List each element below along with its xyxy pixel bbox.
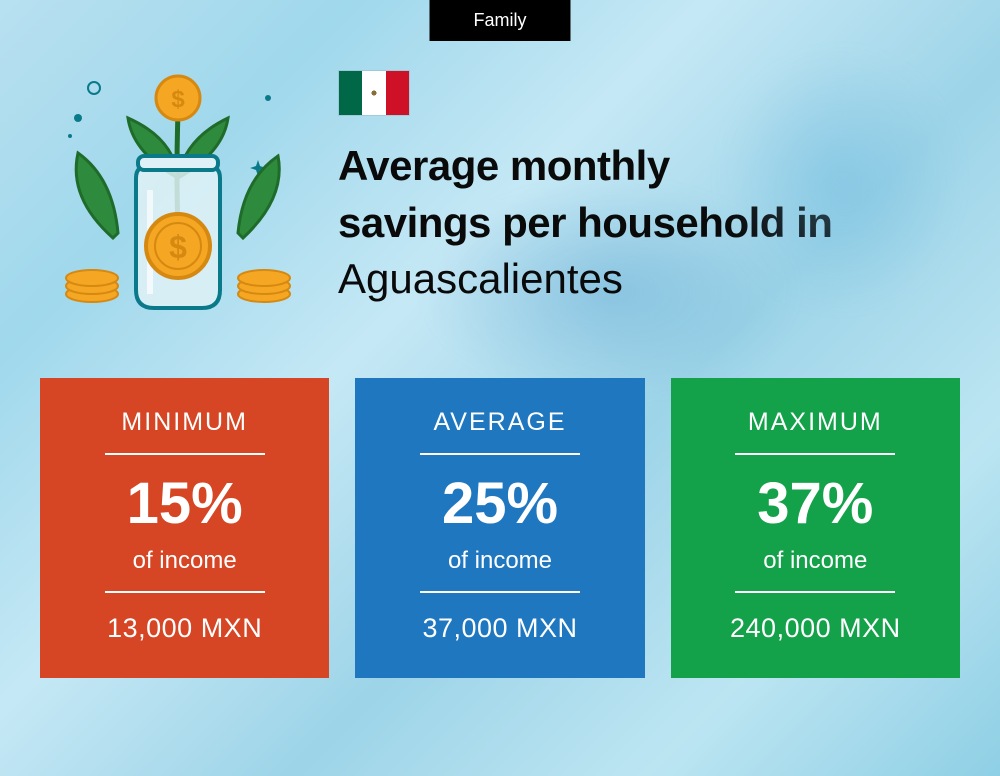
card-divider	[105, 591, 265, 593]
card-label: MAXIMUM	[748, 408, 883, 437]
card-percent: 37%	[757, 475, 873, 533]
card-label: MINIMUM	[121, 408, 247, 437]
card-divider	[735, 591, 895, 593]
flag-stripe-green	[339, 71, 362, 115]
card-percent: 25%	[442, 475, 558, 533]
stat-card-average: AVERAGE 25% of income 37,000 MXN	[355, 378, 644, 678]
flag-stripe-red	[386, 71, 409, 115]
svg-text:$: $	[171, 86, 185, 113]
stat-card-maximum: MAXIMUM 37% of income 240,000 MXN	[671, 378, 960, 678]
svg-text:$: $	[169, 229, 187, 265]
mexico-flag-icon	[338, 70, 410, 116]
stat-card-minimum: MINIMUM 15% of income 13,000 MXN	[40, 378, 329, 678]
card-divider	[420, 453, 580, 455]
card-subtext: of income	[133, 547, 237, 575]
headline-bold-2: savings per household in	[338, 199, 832, 246]
headline-location: Aguascalientes	[338, 255, 623, 302]
headline-bold-1: Average monthly	[338, 142, 670, 189]
card-divider	[420, 591, 580, 593]
card-percent: 15%	[127, 475, 243, 533]
category-tag: Family	[430, 0, 571, 41]
flag-stripe-white	[362, 71, 385, 115]
card-amount: 13,000 MXN	[107, 613, 262, 644]
card-amount: 240,000 MXN	[730, 613, 901, 644]
card-label: AVERAGE	[433, 408, 566, 437]
card-divider	[105, 453, 265, 455]
card-divider	[735, 453, 895, 455]
savings-illustration: $ $	[58, 58, 298, 318]
headline: Average monthly savings per household in…	[338, 138, 960, 308]
card-subtext: of income	[763, 547, 867, 575]
card-amount: 37,000 MXN	[422, 613, 577, 644]
stat-cards-row: MINIMUM 15% of income 13,000 MXN AVERAGE…	[40, 378, 960, 678]
card-subtext: of income	[448, 547, 552, 575]
